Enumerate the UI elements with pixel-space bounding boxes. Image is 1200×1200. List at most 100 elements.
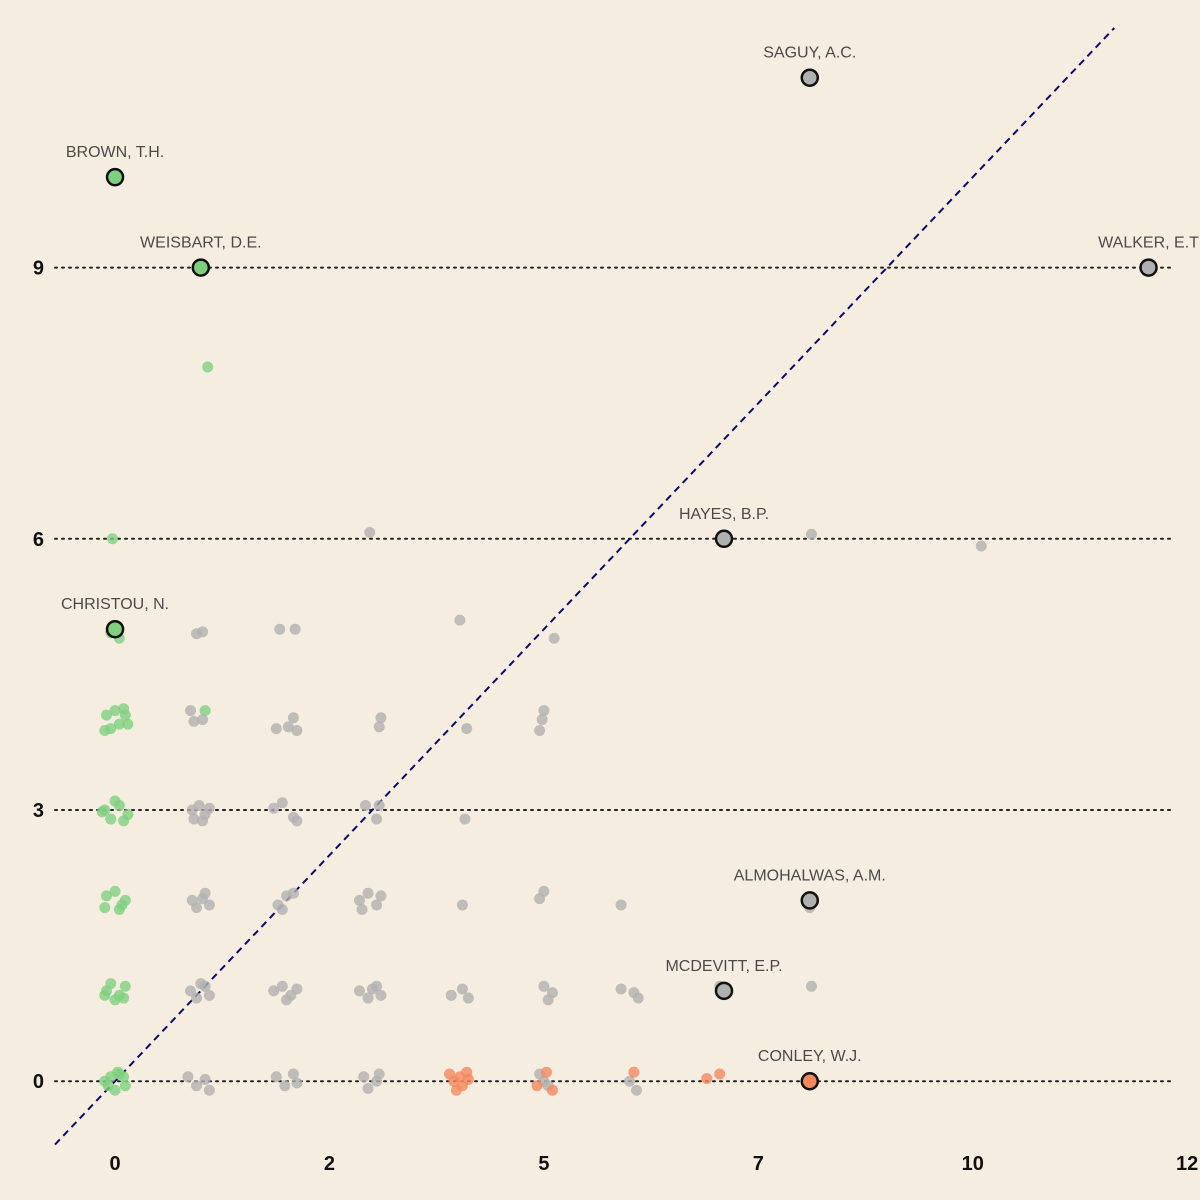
green-point bbox=[99, 902, 111, 914]
gray-point bbox=[281, 994, 293, 1006]
gray-point bbox=[456, 983, 468, 995]
gray-point bbox=[291, 1077, 303, 1089]
green-point bbox=[106, 533, 118, 545]
gray-point bbox=[364, 526, 376, 538]
gray-point bbox=[362, 887, 374, 899]
gray-point bbox=[362, 992, 374, 1004]
gray-point bbox=[199, 1073, 211, 1085]
x-axis: 0 2 5 7 10 12 bbox=[109, 1153, 1198, 1175]
y-tick-label: 6 bbox=[33, 529, 44, 551]
gray-point bbox=[371, 813, 383, 825]
green-point bbox=[109, 1084, 121, 1096]
green-point bbox=[105, 813, 117, 825]
gray-point bbox=[197, 893, 209, 905]
gray-point bbox=[291, 724, 303, 736]
gray-point bbox=[454, 614, 466, 626]
gray-point bbox=[191, 902, 203, 914]
green-point bbox=[99, 989, 111, 1001]
green-point bbox=[118, 703, 130, 715]
gray-point bbox=[538, 885, 550, 897]
gray-point bbox=[615, 899, 627, 911]
gray-point bbox=[188, 715, 200, 727]
green-point bbox=[202, 361, 214, 373]
green-point bbox=[105, 978, 117, 990]
highlighted-points bbox=[105, 68, 1158, 1091]
gray-point bbox=[203, 802, 215, 814]
green-point bbox=[96, 806, 108, 818]
gray-point bbox=[276, 980, 288, 992]
green-point bbox=[119, 980, 131, 992]
gray-point bbox=[191, 1080, 203, 1092]
highlighted-point bbox=[800, 891, 820, 910]
gray-point bbox=[185, 985, 197, 997]
gray-point bbox=[371, 899, 383, 911]
gray-point bbox=[289, 623, 301, 635]
highlighted-point bbox=[191, 258, 211, 277]
gray-point bbox=[353, 985, 365, 997]
gray-point bbox=[274, 623, 286, 635]
gray-point bbox=[624, 1075, 636, 1087]
gray-point bbox=[182, 1071, 194, 1083]
gray-point bbox=[538, 980, 550, 992]
green-point bbox=[122, 718, 134, 730]
gray-point bbox=[358, 1071, 370, 1083]
y-axis: 0 3 6 9 bbox=[33, 258, 44, 1094]
point-label: WALKER, E.T bbox=[1098, 235, 1199, 252]
gray-point bbox=[279, 1080, 291, 1092]
data-points bbox=[96, 72, 1155, 1096]
gray-point bbox=[270, 723, 282, 735]
gray-point bbox=[270, 1071, 282, 1083]
green-point bbox=[105, 1071, 117, 1083]
green-point bbox=[100, 709, 112, 721]
gray-point bbox=[195, 978, 207, 990]
point-label: BROWN, T.H. bbox=[66, 144, 164, 161]
gray-point bbox=[805, 980, 817, 992]
gray-point bbox=[375, 989, 387, 1001]
highlighted-point bbox=[714, 981, 734, 1001]
x-tick-label: 5 bbox=[538, 1153, 549, 1175]
gray-point bbox=[461, 723, 473, 735]
gray-point bbox=[373, 721, 385, 733]
gray-point bbox=[276, 903, 288, 915]
y-tick-label: 0 bbox=[33, 1071, 44, 1093]
gray-point bbox=[375, 890, 387, 902]
gray-point bbox=[268, 802, 280, 814]
gray-point bbox=[459, 813, 471, 825]
orange-point bbox=[540, 1066, 552, 1078]
gray-point bbox=[615, 983, 627, 995]
gray-point bbox=[805, 528, 817, 540]
gray-point bbox=[282, 721, 294, 733]
orange-point bbox=[444, 1068, 456, 1080]
gray-point bbox=[975, 540, 987, 552]
gray-point bbox=[193, 799, 205, 811]
gray-point bbox=[197, 626, 209, 638]
orange-point bbox=[462, 1073, 474, 1085]
gray-point bbox=[197, 714, 209, 726]
gray-point bbox=[462, 992, 474, 1004]
gray-point bbox=[203, 989, 215, 1001]
point-label: HAYES, B.P. bbox=[679, 506, 769, 523]
gray-point bbox=[291, 983, 303, 995]
y-tick-label: 3 bbox=[33, 800, 44, 822]
point-label: CHRISTOU, N. bbox=[61, 596, 169, 613]
gray-point bbox=[548, 632, 560, 644]
green-point bbox=[113, 718, 125, 730]
green-point bbox=[116, 899, 128, 911]
gray-point bbox=[542, 994, 554, 1006]
gray-point bbox=[445, 989, 457, 1001]
reference-line bbox=[54, 27, 1115, 1146]
gray-point bbox=[538, 705, 550, 717]
gray-point bbox=[287, 887, 299, 899]
gray-point bbox=[287, 1068, 299, 1080]
gray-point bbox=[185, 705, 197, 717]
orange-point bbox=[714, 1068, 726, 1080]
green-point bbox=[99, 724, 111, 736]
gray-point bbox=[362, 1082, 374, 1094]
gray-point bbox=[353, 894, 365, 906]
gray-point bbox=[631, 1084, 643, 1096]
point-label: SAGUY, A.C. bbox=[763, 45, 856, 62]
highlighted-point bbox=[105, 167, 125, 187]
green-point bbox=[109, 994, 121, 1006]
gray-point bbox=[291, 815, 303, 827]
